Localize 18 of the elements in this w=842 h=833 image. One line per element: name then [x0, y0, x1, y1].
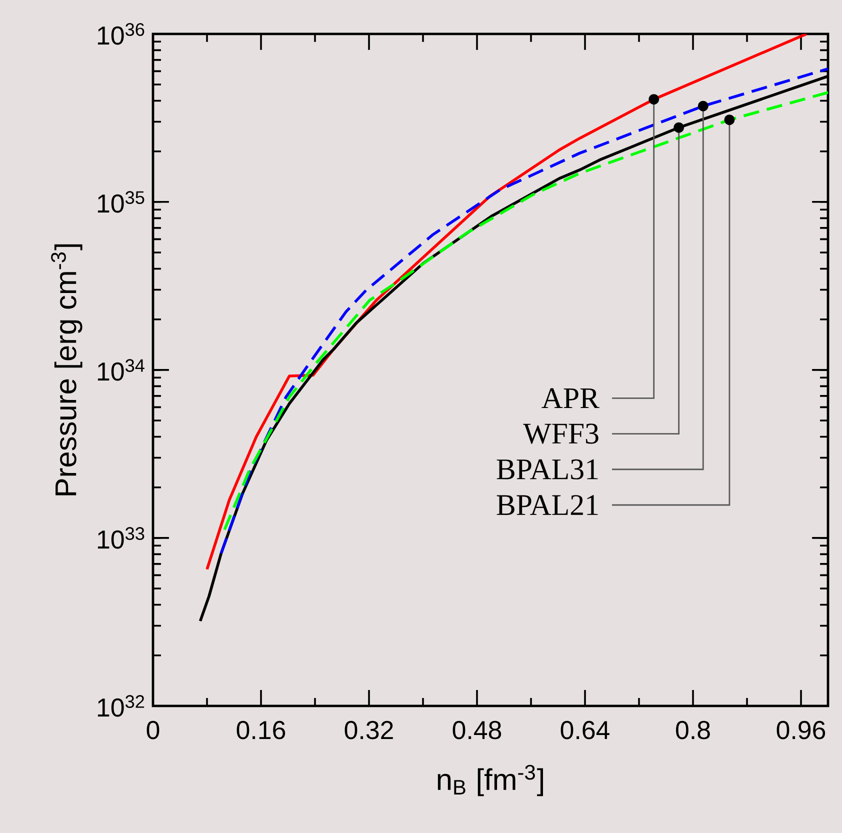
x-axis-title: n$_{B}$ [fm$^{-3}$]: [438, 764, 543, 796]
annotation: APR: [542, 388, 600, 408]
x-tick-label: 0.16: [236, 720, 286, 740]
y-tick-label: 10$^{36}$: [98, 23, 144, 45]
annotation: BPAL21: [496, 495, 598, 515]
x-tick-label: 0.48: [452, 720, 502, 740]
x-tick-label: 0: [146, 720, 160, 740]
x-tick-label: 0.32: [344, 720, 393, 740]
y-tick-label: 10$^{33}$: [98, 527, 144, 549]
y-axis-title: Pressure [erg cm$^{-3}$]: [51, 244, 82, 496]
x-tick-label: 0.8: [676, 720, 710, 740]
y-tick-label: 10$^{34}$: [98, 359, 144, 381]
x-tick-label: 0.96: [776, 720, 826, 740]
annotation: WFF3: [523, 424, 598, 444]
x-tick-label: 0.64: [560, 720, 610, 740]
annotation: BPAL31: [496, 459, 598, 480]
y-tick-label: 10$^{35}$: [98, 191, 144, 213]
y-tick-label: 10$^{32}$: [98, 695, 144, 717]
